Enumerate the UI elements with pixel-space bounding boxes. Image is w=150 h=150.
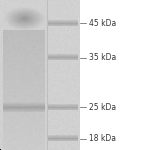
Text: 45 kDa: 45 kDa	[89, 19, 117, 28]
Text: 18 kDa: 18 kDa	[89, 134, 116, 143]
Bar	[80, 0, 150, 150]
Text: 25 kDa: 25 kDa	[89, 103, 116, 112]
Text: 35 kDa: 35 kDa	[89, 53, 117, 62]
